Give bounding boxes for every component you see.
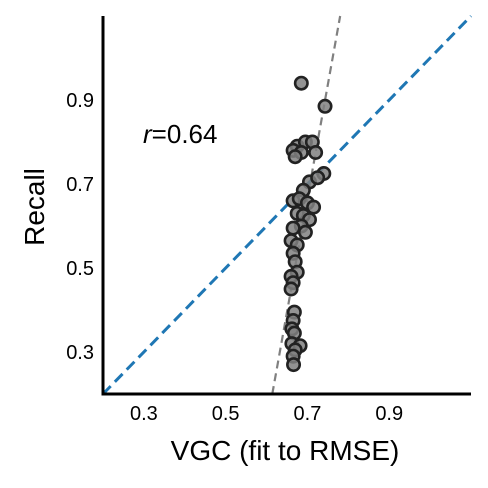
y-tick-label: 0.5 <box>66 258 94 280</box>
y-tick-label: 0.3 <box>66 342 94 364</box>
x-tick-label: 0.5 <box>212 403 240 425</box>
y-tick-label: 0.7 <box>66 174 94 196</box>
tick-labels: 0.3 0.5 0.7 0.9 0.3 0.5 0.7 0.9 <box>66 90 403 425</box>
data-point <box>287 149 303 165</box>
data-point <box>283 281 299 297</box>
correlation-annotation: r=0.64 <box>143 119 217 149</box>
data-point <box>306 199 322 215</box>
data-point <box>285 220 301 236</box>
data-point <box>310 170 326 186</box>
data-points <box>283 75 333 373</box>
y-tick-label: 0.9 <box>66 90 94 112</box>
data-point <box>293 75 309 91</box>
data-point <box>317 98 333 114</box>
y-axis-label: Recall <box>19 168 50 246</box>
x-tick-label: 0.7 <box>294 403 322 425</box>
data-point <box>308 145 324 161</box>
x-tick-label: 0.9 <box>375 403 403 425</box>
data-point <box>297 224 313 240</box>
x-tick-label: 0.3 <box>130 403 158 425</box>
x-axis-label: VGC (fit to RMSE) <box>171 435 400 466</box>
data-point <box>286 357 302 373</box>
